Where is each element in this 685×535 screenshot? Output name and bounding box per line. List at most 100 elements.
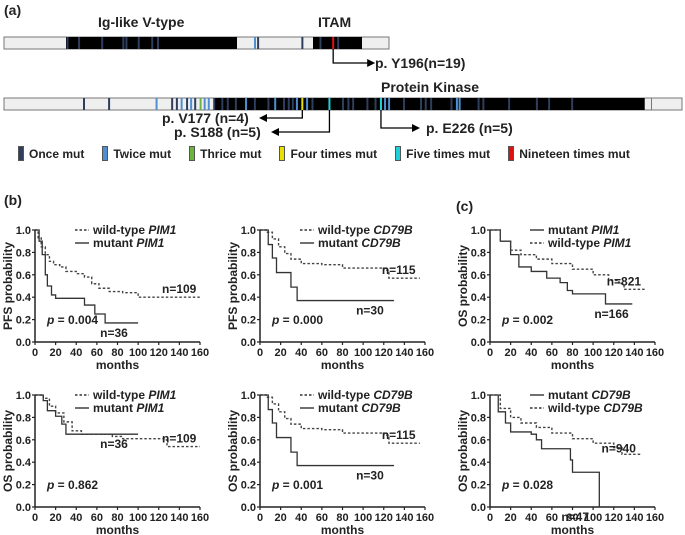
legend-text: wild-type PIM1	[547, 236, 632, 250]
x-tick-label: 140	[170, 512, 188, 524]
legend-swatch	[189, 146, 196, 161]
arrowhead-icon	[259, 114, 267, 122]
mutation-mark	[337, 37, 340, 49]
mutation-mark	[83, 98, 86, 110]
mutation-mark	[125, 37, 128, 49]
n-label: n=109	[162, 282, 197, 296]
legend-item-nineteen: Nineteen times mut	[508, 146, 630, 161]
mutation-mark	[274, 98, 277, 110]
x-tick-label: 80	[566, 512, 578, 524]
km-curve-mutant	[260, 394, 395, 467]
x-tick-label: 40	[295, 347, 307, 359]
x-tick-label: 20	[275, 512, 287, 524]
x-tick-label: 140	[625, 347, 643, 359]
x-tick-label: 100	[129, 512, 147, 524]
x-tick-label: 20	[50, 512, 62, 524]
mutation-mark	[194, 98, 197, 110]
y-tick-label: 0.0	[241, 502, 256, 514]
y-tick-label: 0.2	[241, 315, 256, 327]
x-tick-label: 0	[32, 512, 38, 524]
panel-c-label: (c)	[456, 198, 474, 214]
legend-swatch	[395, 146, 402, 161]
mutation-label-e226: p. E226 (n=5)	[426, 120, 513, 136]
x-tick-label: 60	[91, 512, 103, 524]
mutation-mark	[157, 37, 159, 49]
km-chart-os-pim1-b: 0.0 0.2 0.4 0.6 0.8 1.0 0 20 40 60 80 100 120 140 160 m…	[1, 388, 209, 535]
mutation-mark	[419, 98, 422, 110]
y-tick-label: 1.0	[16, 390, 31, 402]
x-tick-label: 60	[546, 347, 558, 359]
mutation-mark	[319, 37, 322, 49]
km-curve-mutant	[490, 394, 600, 507]
x-tick-label: 100	[584, 512, 602, 524]
x-tick-label: 140	[170, 347, 188, 359]
mutation-mark	[328, 98, 331, 110]
mutation-mark	[207, 98, 210, 110]
y-tick-label: 0.2	[471, 480, 486, 492]
km-curve-wild-type	[35, 394, 200, 448]
mutation-mark	[257, 37, 260, 49]
x-axis-label: months	[551, 523, 595, 535]
x-tick-label: 60	[546, 512, 558, 524]
x-tick-label: 60	[91, 347, 103, 359]
mutation-mark	[234, 98, 237, 110]
mutation-label-v177: p. V177 (n=4)	[162, 110, 249, 126]
y-tick-label: 0.2	[16, 315, 31, 327]
km-curve-mutant	[35, 394, 139, 435]
legend-swatch	[508, 146, 515, 161]
mutation-mark	[254, 37, 257, 49]
cd79b-protein-bar	[3, 36, 390, 67]
mutation-mark	[366, 98, 369, 110]
legend-label: Twice mut	[113, 146, 172, 161]
x-tick-label: 120	[605, 512, 623, 524]
legend-label: Five times mut	[406, 146, 491, 161]
p-value-label: p = 0.004	[46, 313, 98, 327]
y-tick-label: 0.4	[241, 457, 257, 469]
y-tick-label: 1.0	[471, 390, 486, 402]
mutation-mark	[301, 37, 304, 49]
x-tick-label: 80	[336, 347, 348, 359]
p-value-label: p = 0.862	[46, 478, 98, 492]
x-tick-label: 100	[584, 347, 602, 359]
y-tick-label: 0.8	[16, 247, 31, 259]
y196-pointer	[332, 49, 370, 64]
mutation-mark	[245, 98, 248, 110]
x-tick-label: 40	[525, 512, 537, 524]
mutation-mark	[203, 98, 206, 110]
n-label: n=115	[382, 263, 416, 277]
mutation-mark	[424, 98, 427, 110]
y-tick-label: 0.6	[16, 270, 31, 282]
km-chart-pfs-pim1: 0.0 0.2 0.4 0.6 0.8 1.0 0 20 40 60 80 100 120 140 160 m…	[1, 223, 209, 370]
x-tick-label: 100	[129, 347, 147, 359]
y-tick-label: 0.6	[471, 270, 486, 282]
n-label: n=940	[602, 442, 637, 456]
mutation-mark	[253, 98, 256, 110]
mutation-legend: Once mut Twice mut Thrice mut Four times mu…	[18, 146, 648, 164]
mutation-mark	[379, 98, 382, 110]
mutation-mark	[186, 98, 189, 110]
n-label: n=36	[100, 437, 128, 451]
x-tick-label: 20	[50, 347, 62, 359]
y-tick-label: 0.4	[16, 457, 32, 469]
legend-text: mutant PIM1	[548, 223, 620, 237]
itam-domain-label: ITAM	[318, 14, 352, 30]
x-tick-label: 60	[316, 512, 328, 524]
mutation-mark	[155, 98, 158, 110]
y-tick-label: 0.4	[471, 457, 487, 469]
mutation-mark	[180, 98, 183, 110]
y-tick-label: 0.2	[241, 480, 256, 492]
x-tick-label: 120	[375, 347, 393, 359]
mutation-mark	[384, 98, 387, 110]
km-chart-os-pim1-c: 0.0 0.2 0.4 0.6 0.8 1.0 0 20 40 60 80 100 120 140 160 m…	[456, 223, 664, 372]
legend-swatch	[102, 146, 109, 161]
mutation-mark	[482, 98, 485, 110]
x-axis-label: months	[321, 523, 365, 535]
v177-pointer	[265, 110, 303, 119]
mutation-mark	[455, 98, 458, 110]
x-tick-label: 0	[487, 347, 493, 359]
mutation-mark	[450, 98, 453, 110]
mutation-mark	[508, 98, 511, 110]
y-tick-label: 0.8	[471, 412, 486, 424]
mutation-mark	[352, 98, 355, 110]
legend-text: wild-type PIM1	[92, 223, 177, 237]
